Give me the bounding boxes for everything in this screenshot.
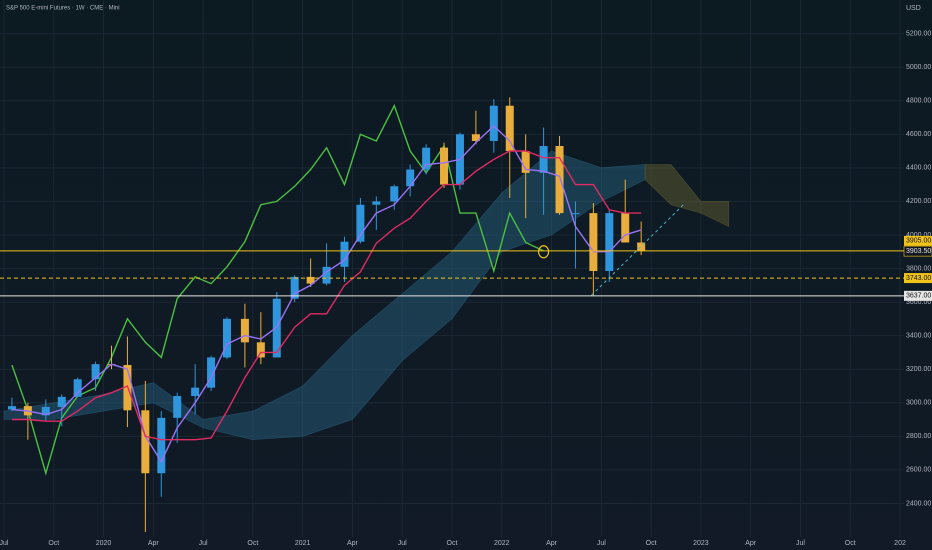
x-tick-label: Jul bbox=[0, 540, 9, 547]
x-tick-label: 202 bbox=[894, 540, 906, 547]
x-tick-label: Oct bbox=[247, 540, 258, 547]
candle-body bbox=[406, 169, 415, 187]
x-tick-label: Apr bbox=[546, 540, 558, 547]
x-tick-label: 2021 bbox=[295, 540, 311, 547]
candle-body bbox=[505, 105, 514, 152]
candle-body bbox=[571, 213, 580, 215]
candle-body bbox=[422, 147, 431, 170]
x-tick-label: Jul bbox=[199, 540, 208, 547]
y-tick-label: 3800.00 bbox=[906, 265, 931, 272]
candle-body bbox=[73, 379, 82, 397]
candle-body bbox=[240, 318, 249, 343]
x-tick-label: Jul bbox=[796, 540, 805, 547]
marker-circle bbox=[537, 245, 550, 259]
last-price-box bbox=[903, 245, 932, 257]
x-tick-label: 2023 bbox=[693, 540, 709, 547]
x-tick-label: Apr bbox=[347, 540, 359, 547]
indicator-line bbox=[11, 150, 642, 441]
candle-body bbox=[372, 201, 381, 205]
candle-body bbox=[555, 145, 564, 214]
x-tick-label: Jul bbox=[597, 540, 606, 547]
x-tick-label: 2022 bbox=[494, 540, 510, 547]
price-label: 3743.00 bbox=[906, 275, 931, 282]
x-tick-label: Oct bbox=[845, 540, 856, 547]
price-label-box bbox=[904, 235, 932, 246]
candle-body bbox=[222, 318, 231, 358]
candle-body bbox=[471, 134, 480, 141]
candle-body bbox=[621, 213, 630, 243]
grid bbox=[0, 0, 904, 537]
candle-body bbox=[440, 147, 449, 185]
price-label: 3905.00 bbox=[906, 238, 931, 245]
x-tick-label: Oct bbox=[447, 540, 458, 547]
candle-body bbox=[191, 387, 200, 397]
y-tick-label: 2400.00 bbox=[906, 500, 931, 507]
ichimoku-cloud bbox=[644, 164, 730, 227]
y-tick-label: 3600.00 bbox=[906, 299, 931, 306]
candle-body bbox=[605, 213, 614, 272]
candle-body bbox=[340, 241, 349, 267]
y-tick-label: 5000.00 bbox=[906, 64, 931, 71]
y-tick-label: 4000.00 bbox=[906, 232, 931, 239]
candle-body bbox=[57, 396, 66, 407]
y-tick-label: 4800.00 bbox=[906, 98, 931, 105]
x-tick-label: Apr bbox=[745, 540, 757, 547]
y-tick-label: 3000.00 bbox=[906, 400, 931, 407]
candle-body bbox=[589, 213, 598, 272]
candle-body bbox=[539, 145, 548, 173]
candle-body bbox=[256, 342, 265, 358]
y-tick-label: 4600.00 bbox=[906, 131, 931, 138]
candle-body bbox=[141, 410, 150, 474]
candle-body bbox=[489, 105, 498, 141]
indicator-line bbox=[11, 124, 642, 463]
candle-body bbox=[322, 266, 331, 284]
x-tick-label: Oct bbox=[48, 540, 59, 547]
y-tick-label: 4400.00 bbox=[906, 165, 931, 172]
y-tick-label: 4200.00 bbox=[906, 198, 931, 205]
candle-body bbox=[521, 151, 530, 173]
y-tick-label: 2800.00 bbox=[906, 433, 931, 440]
price-label-box bbox=[904, 290, 932, 301]
chart-title: S&P 500 E-mini Futures · 1W · CME · Mini bbox=[6, 6, 120, 12]
x-tick-label: Apr bbox=[148, 540, 160, 547]
axes: 2400.00 2600.00 2800.00 3000.00 3200.00 3400.… bbox=[0, 30, 932, 547]
price-label-box bbox=[904, 273, 932, 284]
candle-body bbox=[290, 276, 299, 299]
y-tick-label: 2600.00 bbox=[906, 467, 931, 474]
candle-body bbox=[306, 276, 315, 284]
candle-body bbox=[91, 364, 100, 380]
candle-body bbox=[637, 242, 646, 251]
plot-area bbox=[0, 97, 904, 532]
trendline bbox=[591, 202, 686, 296]
x-tick-label: Jul bbox=[398, 540, 407, 547]
candle-body bbox=[207, 357, 216, 388]
candle-body bbox=[390, 186, 399, 202]
candle-body bbox=[157, 417, 166, 474]
x-tick-label: 2020 bbox=[96, 540, 112, 547]
x-tick-label: Oct bbox=[646, 540, 657, 547]
y-tick-label: 5200.00 bbox=[906, 30, 931, 37]
last-price-label: 3903.50 bbox=[906, 248, 931, 255]
candle-body bbox=[7, 406, 16, 410]
candle-body bbox=[356, 204, 365, 242]
lagging-line bbox=[11, 103, 544, 476]
candle-body bbox=[173, 396, 182, 418]
y-tick-label: 3400.00 bbox=[906, 332, 931, 339]
y-tick-label: 3200.00 bbox=[906, 366, 931, 373]
price-label: 3637.00 bbox=[906, 293, 931, 300]
candle-body bbox=[41, 406, 50, 416]
currency: USD bbox=[906, 5, 921, 12]
